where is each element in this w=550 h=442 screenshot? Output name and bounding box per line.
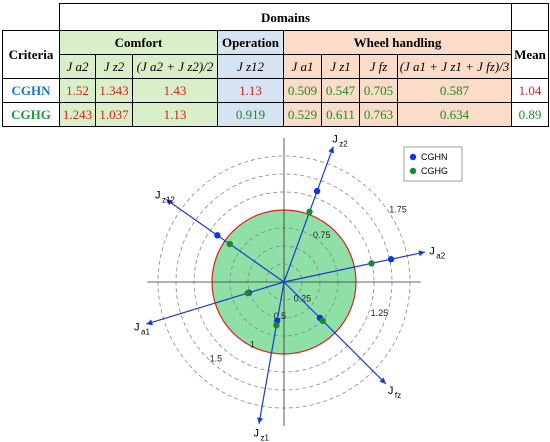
blank-header-cell [511, 3, 549, 31]
legend-marker [409, 153, 417, 161]
axis-line [283, 251, 425, 283]
col-wheel-avg: (J a1 + J z1 + J fz)/3 [397, 54, 512, 79]
cell: 0.763 [359, 102, 398, 127]
axis-label-subscript: fz [395, 391, 401, 400]
legend-label: CGHG [421, 166, 448, 176]
cell: 0.547 [321, 78, 360, 103]
axis-line [258, 281, 285, 424]
axis-label-subscript: z1 [260, 433, 269, 442]
axis-arrow [146, 319, 153, 326]
axis-label-subscript: z2 [339, 140, 348, 149]
data-point-cghg [368, 260, 375, 267]
ring-label: 0.75 [313, 230, 331, 240]
cell: 1.13 [132, 102, 218, 127]
axis-arrow [418, 250, 425, 257]
data-point-cghn [313, 187, 321, 195]
legend-marker [409, 167, 417, 175]
ring-label: 1.25 [371, 308, 389, 318]
table-row: CGHN 1.52 1.343 1.43 1.13 0.509 0.547 0.… [2, 78, 549, 103]
axis-line [283, 281, 387, 385]
axis-label: J [429, 245, 435, 257]
cell: 0.634 [397, 102, 512, 127]
data-point-cghg [306, 208, 313, 216]
cell: 1.52 [59, 78, 96, 103]
operation-header: Operation [217, 30, 284, 55]
col-jfz: J fz [359, 54, 398, 79]
axis-label: J [253, 427, 258, 439]
data-point-cghg [226, 240, 233, 248]
mean-cell: 1.04 [511, 78, 549, 103]
row-label-cghn: CGHN [2, 78, 60, 103]
data-point-cghg [319, 317, 327, 325]
col-jz1: J z1 [321, 54, 360, 79]
data-point-cghg [244, 289, 251, 297]
mean-cell: 0.89 [511, 102, 549, 127]
ring-label: 1.5 [210, 353, 223, 363]
axis-label: J [332, 134, 338, 146]
cell: 0.587 [397, 78, 512, 103]
row-label-cghg: CGHG [2, 102, 60, 127]
legend-box [403, 146, 463, 182]
criteria-header: Criteria [2, 30, 60, 79]
mean-header: Mean [511, 30, 549, 79]
axis-label: J [388, 385, 394, 397]
axis-arrow [379, 377, 386, 384]
table-row: CGHG 1.243 1.037 1.13 0.919 0.529 0.611 … [2, 102, 549, 127]
domains-header: Domains [59, 3, 512, 31]
comfort-header: Comfort [59, 30, 218, 55]
data-point-cghn [387, 256, 395, 263]
data-point-cghn [214, 232, 221, 239]
axis-label: J [134, 322, 140, 334]
ring-label: 1.75 [389, 205, 407, 215]
cell: 1.243 [59, 102, 96, 127]
axis-label-subscript: a2 [436, 251, 445, 260]
axis-line [165, 198, 285, 283]
results-table: Domains Criteria Comfort Operation Wheel… [2, 3, 549, 127]
cell: 1.43 [132, 78, 218, 103]
axis-label-subscript: z12 [162, 195, 175, 204]
ring-label: 0.25 [294, 293, 312, 303]
legend-label: CGHN [421, 152, 448, 162]
blank-cell [2, 3, 60, 31]
data-point-cghg [273, 322, 280, 329]
col-comfort-avg: (J a2 + J z2)/2 [132, 54, 218, 79]
col-jz2: J z2 [95, 54, 133, 79]
axis-line [146, 281, 285, 325]
cell: 0.509 [283, 78, 322, 103]
cell: 1.343 [95, 78, 133, 103]
axis-label-subscript: a1 [141, 328, 150, 337]
col-ja2: J a2 [59, 54, 96, 79]
cell: 1.037 [95, 102, 133, 127]
cell: 0.529 [283, 102, 322, 127]
col-ja1: J a1 [283, 54, 322, 79]
cell: 0.919 [217, 102, 284, 127]
axis-arrow [166, 199, 173, 206]
wheel-handling-header: Wheel handling [283, 30, 512, 55]
axis-label: J [155, 189, 161, 201]
col-jz12: J z12 [217, 54, 284, 79]
ring-label: 1 [250, 339, 255, 349]
axis-arrow [328, 146, 335, 154]
axis-arrow [257, 417, 263, 424]
cell: 1.13 [217, 78, 284, 103]
cell: 0.705 [359, 78, 398, 103]
cell: 0.611 [321, 102, 360, 127]
ring-label: 0.5 [274, 311, 287, 321]
